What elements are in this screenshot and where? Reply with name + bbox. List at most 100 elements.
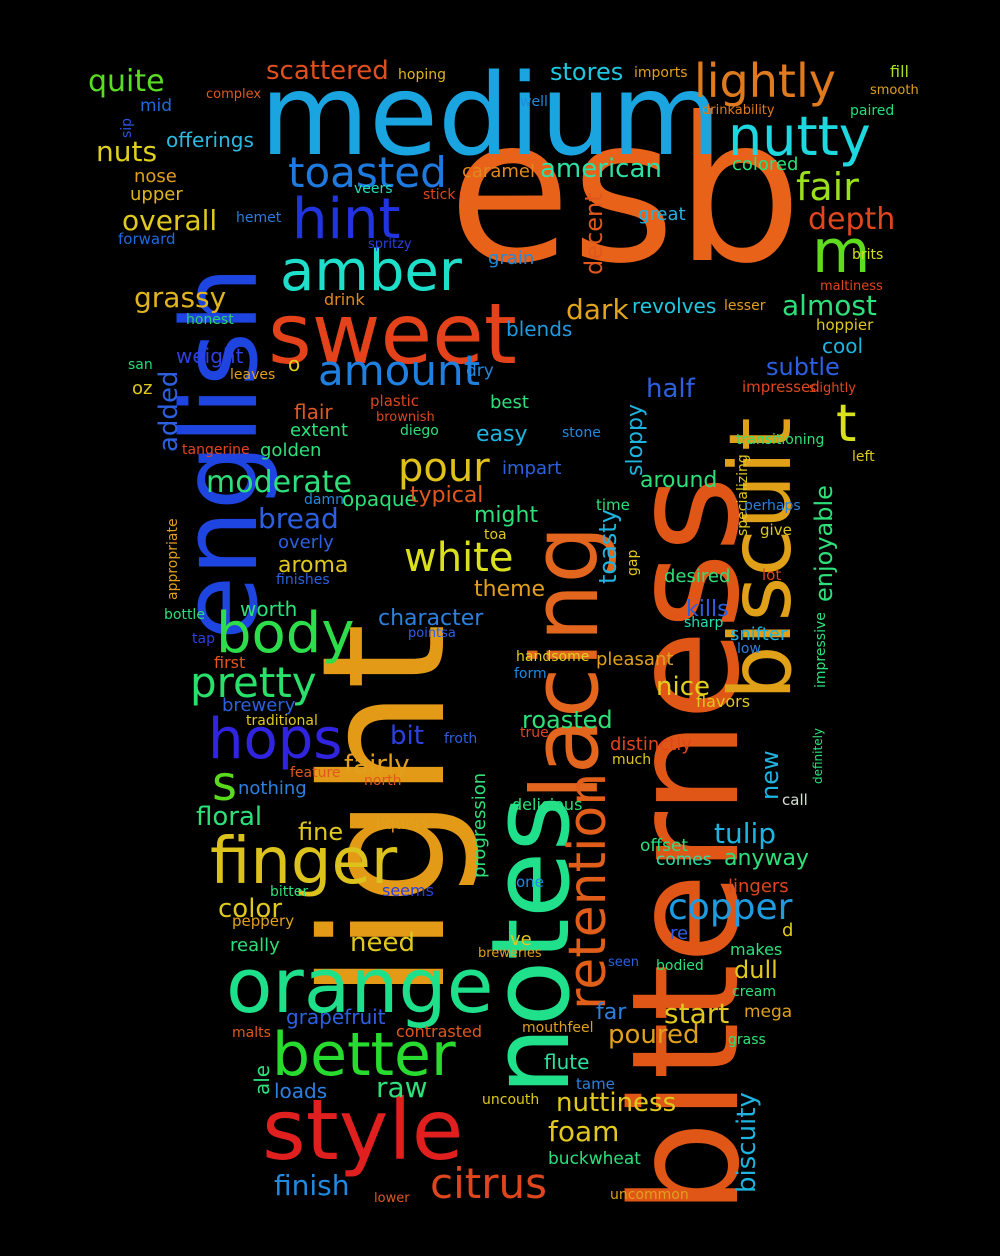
word-mega: mega bbox=[744, 1002, 793, 1022]
word-easy: easy bbox=[476, 422, 528, 447]
word-s: s bbox=[212, 756, 238, 812]
word-anyway: anyway bbox=[724, 846, 809, 871]
word-brownish: brownish bbox=[376, 410, 435, 425]
word-peppery: peppery bbox=[232, 912, 295, 930]
word-progression: progression bbox=[469, 772, 490, 878]
word-mouthfeel: mouthfeel bbox=[522, 1020, 594, 1036]
word-bodied: bodied bbox=[656, 958, 704, 974]
word-fine: fine bbox=[298, 818, 344, 846]
word-spritzy: spritzy bbox=[368, 237, 412, 252]
word-half: half bbox=[646, 374, 695, 404]
word-paired: paired bbox=[850, 103, 895, 119]
word-tap: tap bbox=[192, 631, 215, 647]
word-north: north bbox=[364, 773, 402, 789]
word-decent: decent bbox=[580, 192, 608, 275]
word-moderate: moderate bbox=[206, 465, 353, 500]
word-amount: amount bbox=[318, 346, 481, 395]
word-character: character bbox=[378, 606, 484, 631]
word-sloppy: sloppy bbox=[623, 404, 648, 476]
word-great: great bbox=[638, 204, 686, 225]
word-biscuity: biscuity bbox=[732, 1092, 762, 1193]
word-damn: damn bbox=[304, 492, 344, 508]
word-maltiness: maltiness bbox=[820, 279, 883, 294]
word-grass: grass bbox=[728, 1032, 766, 1048]
word-give: give bbox=[760, 521, 792, 539]
word-start: start bbox=[664, 997, 730, 1030]
word-low: low bbox=[737, 641, 761, 657]
word-drink: drink bbox=[324, 290, 365, 309]
word-distinctly: distinctly bbox=[610, 734, 692, 755]
word-nuts: nuts bbox=[96, 135, 158, 168]
word-finish: finish bbox=[274, 1169, 350, 1202]
word-re: re bbox=[670, 923, 689, 944]
word-hint: hint bbox=[292, 187, 401, 252]
word-almost: almost bbox=[782, 289, 877, 322]
word-pour: pour bbox=[398, 445, 490, 491]
word-liquors: liquors bbox=[376, 814, 430, 833]
word-flute: flute bbox=[544, 1050, 590, 1074]
word-grapefruit: grapefruit bbox=[286, 1005, 386, 1029]
word-smooth: smooth bbox=[870, 83, 919, 98]
word-lightly: lightly bbox=[694, 54, 836, 108]
word-kills: kills bbox=[686, 597, 729, 622]
word-finishes: finishes bbox=[276, 572, 330, 588]
word-best: best bbox=[490, 392, 529, 413]
word-roasted: roasted bbox=[522, 706, 613, 734]
word-nutty: nutty bbox=[728, 105, 871, 168]
word-esb: esb bbox=[448, 75, 803, 308]
word-colored: colored bbox=[732, 154, 799, 175]
word-seems: seems bbox=[382, 881, 434, 900]
word-drinkability: drinkability bbox=[702, 103, 775, 118]
word-better: better bbox=[272, 1020, 456, 1090]
word-desired: desired bbox=[664, 566, 731, 587]
word-fairly: fairly bbox=[344, 750, 410, 780]
word-handsome: handsome bbox=[516, 649, 590, 665]
word-malts: malts bbox=[232, 1025, 271, 1041]
word-nuttiness: nuttiness bbox=[556, 1088, 677, 1118]
word-time: time bbox=[596, 496, 630, 514]
word-hemet: hemet bbox=[236, 210, 282, 226]
word-san: san bbox=[128, 357, 153, 373]
word-leaves: leaves bbox=[230, 367, 276, 383]
word-gap: gap bbox=[625, 549, 641, 576]
word-stone: stone bbox=[562, 425, 601, 441]
word-tangerine: tangerine bbox=[182, 442, 250, 458]
word-depth: depth bbox=[808, 202, 896, 237]
word-nice: nice bbox=[656, 672, 710, 702]
word-buckwheat: buckwheat bbox=[548, 1149, 641, 1169]
word-mid: mid bbox=[140, 96, 173, 116]
word-perhaps: perhaps bbox=[744, 498, 801, 514]
word-call: call bbox=[782, 791, 808, 809]
word-pointsa: pointsa bbox=[408, 626, 456, 641]
word-raw: raw bbox=[376, 1071, 428, 1104]
word-offerings: offerings bbox=[166, 128, 254, 152]
word-imports: imports bbox=[634, 65, 688, 81]
word-one: one bbox=[516, 873, 544, 891]
word-white: white bbox=[404, 535, 514, 581]
word-aroma: aroma bbox=[278, 553, 349, 578]
word-ve: ve bbox=[510, 929, 532, 950]
word-slightly: slightly bbox=[809, 381, 856, 396]
word-t: t bbox=[836, 394, 857, 454]
word-pretty: pretty bbox=[190, 658, 317, 707]
word-flavors: flavors bbox=[696, 692, 751, 711]
word-appropriate: appropriate bbox=[165, 518, 181, 600]
word-transitioning: transitioning bbox=[736, 432, 825, 448]
word-contrasted: contrasted bbox=[396, 1022, 482, 1041]
word-sharp: sharp bbox=[684, 615, 724, 631]
word-grain: grain bbox=[488, 248, 535, 269]
word-subtle: subtle bbox=[766, 353, 840, 381]
word-overall: overall bbox=[122, 204, 218, 237]
word-overly: overly bbox=[278, 532, 334, 553]
word-might: might bbox=[474, 503, 539, 528]
word-lower: lower bbox=[374, 1191, 410, 1206]
word-m: m bbox=[812, 217, 871, 287]
word-fill: fill bbox=[890, 62, 909, 81]
word-toasty: toasty bbox=[594, 509, 622, 584]
word-enjoyable: enjoyable bbox=[810, 485, 838, 602]
word-added: added bbox=[154, 370, 184, 452]
word-loads: loads bbox=[274, 1079, 328, 1103]
word-impart: impart bbox=[502, 458, 562, 479]
word-delicious: delicious bbox=[512, 795, 583, 814]
word-first: first bbox=[214, 653, 246, 672]
